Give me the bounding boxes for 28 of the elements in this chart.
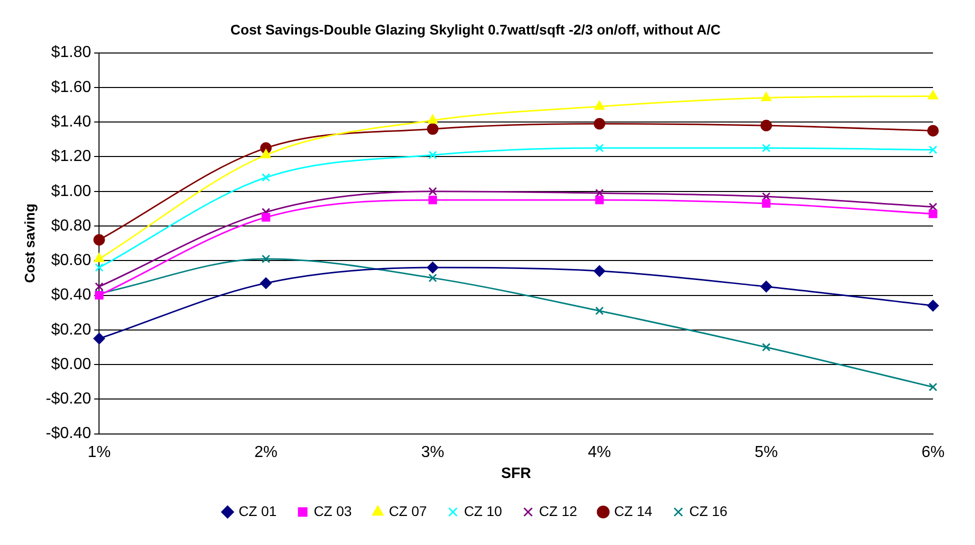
chart-title: Cost Savings-Double Glazing Skylight 0.7watt/sqft -2/3 on/off, without A/C — [230, 21, 721, 38]
y-tick-label: $1.20 — [51, 148, 92, 166]
x-tick-label: 1% — [88, 444, 111, 461]
x-axis-title: SFR — [501, 465, 532, 482]
x-tick-label: 3% — [421, 444, 444, 461]
x-tick-label: 4% — [588, 444, 612, 461]
y-tick-label: $1.80 — [51, 44, 92, 62]
y-tick-label: $0.20 — [51, 321, 92, 338]
y-axis-title: Cost saving — [21, 204, 38, 283]
legend-label: CZ 14 — [614, 502, 653, 519]
y-tick-label: $0.80 — [51, 217, 92, 234]
legend-label: CZ 03 — [314, 502, 352, 519]
x-tick-label: 5% — [754, 444, 778, 461]
y-tick-label: $1.00 — [51, 182, 92, 200]
y-tick-label: $0.00 — [51, 356, 92, 373]
y-tick-label: $1.60 — [51, 78, 92, 96]
y-tick-label: $0.60 — [51, 252, 92, 270]
legend-label: CZ 01 — [238, 502, 277, 519]
y-tick-label: $1.40 — [51, 113, 92, 130]
y-tick-label: -$0.40 — [46, 425, 92, 442]
legend-label: CZ 10 — [464, 502, 502, 519]
y-tick-label: -$0.20 — [46, 390, 92, 408]
legend-label: CZ 07 — [388, 502, 428, 519]
x-tick-label: 2% — [254, 444, 278, 461]
y-tick-label: $0.40 — [51, 286, 92, 304]
legend-label: CZ 16 — [689, 502, 728, 519]
x-tick-label: 6% — [921, 444, 945, 461]
legend-label: CZ 12 — [539, 502, 578, 519]
